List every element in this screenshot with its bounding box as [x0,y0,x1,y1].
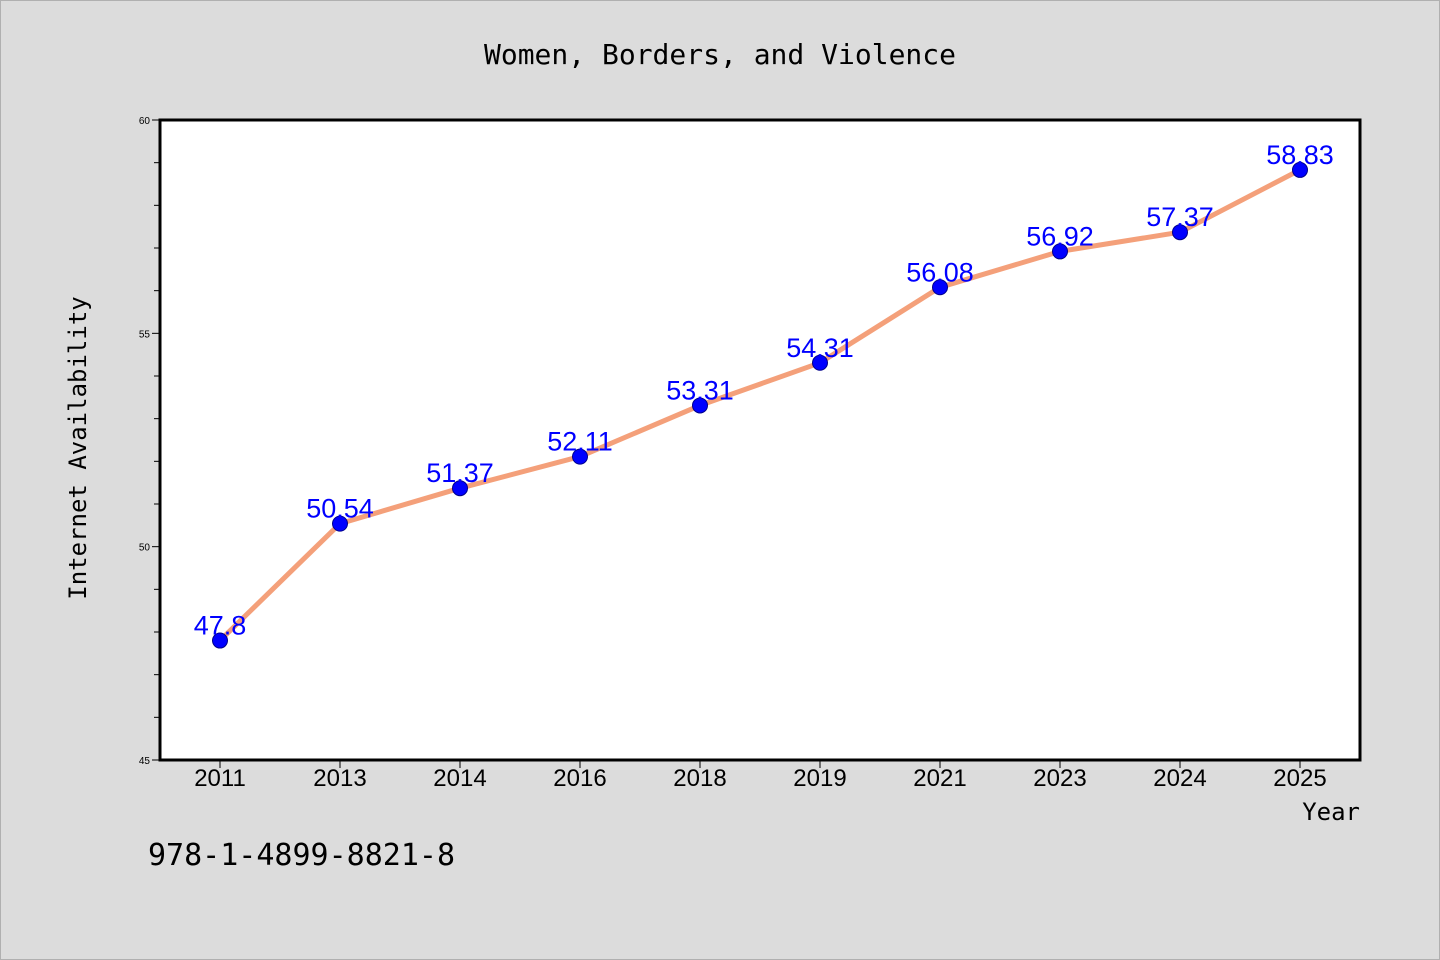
isbn-annotation: 978-1-4899-8821-8 [148,838,455,873]
y-tick-label: 45 [139,756,151,767]
x-tick-label: 2023 [1033,765,1086,792]
data-label: 54.31 [786,333,854,363]
y-axis: 45 50 55 60 [139,116,160,767]
data-label: 52.11 [547,427,613,457]
data-point [1172,224,1188,241]
x-tick-label: 2024 [1153,765,1206,792]
data-point [1292,161,1308,178]
plot-area [158,118,1362,762]
data-point [452,480,468,497]
x-tick-label: 2025 [1273,765,1326,792]
data-point [812,354,828,371]
y-tick-label: 60 [139,116,151,127]
y-tick-label: 55 [139,329,151,340]
x-tick-label: 2018 [673,765,726,792]
x-tick-label: 2013 [313,765,366,792]
x-tick-label: 2021 [913,765,966,792]
data-label: 50.54 [306,494,374,524]
x-tick-label: 2019 [793,765,846,792]
data-label: 56.08 [906,257,974,287]
data-point [692,397,708,414]
data-label: 57.37 [1146,202,1214,232]
data-label: 51.37 [426,458,494,488]
data-point [212,632,228,649]
data-point [332,515,348,532]
data-label: 56.92 [1026,221,1094,251]
data-point [572,448,588,465]
y-axis-title: Internet Availability [64,296,92,599]
data-point [1052,243,1068,260]
x-tick-label: 2016 [553,765,606,792]
x-axis-title: Year [1302,798,1360,826]
x-tick-label: 2011 [194,765,246,792]
data-label: 47.8 [194,611,247,641]
chart-title: Women, Borders, and Violence [484,38,956,71]
data-label: 53.31 [666,375,734,405]
x-axis: 2011 2013 2014 2016 2018 2019 2021 2023 2024 2025 [194,760,1327,792]
x-tick-label: 2014 [433,765,486,792]
data-labels: 47.8 50.54 51.37 52.11 53.31 54.31 56.08 56.92 5… [194,140,1334,641]
data-markers [212,161,1308,649]
series-line [217,167,1303,643]
data-point [932,279,948,296]
y-tick-label: 50 [139,543,151,554]
data-label: 58.83 [1266,140,1334,170]
